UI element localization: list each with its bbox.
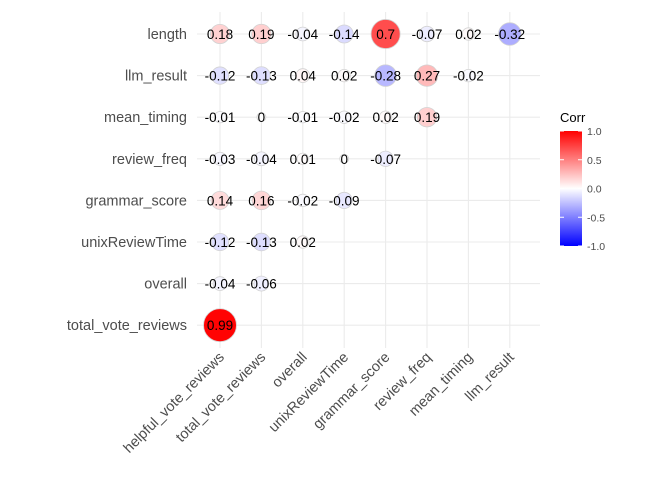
corr-value-label: -0.04 xyxy=(205,277,236,292)
corr-value-label: -0.13 xyxy=(246,69,277,84)
legend-tick-label: 0.0 xyxy=(587,184,602,196)
correlation-cells: 0.18 0.19 -0.04 -0.14 0.7 -0.07 0.02 -0.32 -0.12… xyxy=(203,19,525,343)
corr-value-label: 0.16 xyxy=(248,193,274,208)
corr-value-label: -0.06 xyxy=(246,277,277,292)
corr-circle xyxy=(295,26,311,42)
corr-circle xyxy=(252,232,271,252)
corr-value-label: 0.19 xyxy=(414,110,440,125)
y-tick-label: unixReviewTime xyxy=(81,235,187,251)
corr-circle xyxy=(256,112,267,123)
corr-value-label: 0 xyxy=(340,152,348,167)
corr-value-label: -0.32 xyxy=(494,27,525,42)
legend-title: Corr xyxy=(560,110,586,125)
corr-circle xyxy=(416,107,438,128)
corr-circle xyxy=(295,68,311,83)
corr-circle xyxy=(461,69,475,83)
corr-value-label: 0.02 xyxy=(372,110,398,125)
corr-circle xyxy=(252,66,271,85)
corr-circle xyxy=(296,152,309,165)
legend: Corr 1.0 0.5 0.0 -0.5 -1.0 xyxy=(560,110,605,253)
corr-circle xyxy=(335,191,353,209)
corr-circle xyxy=(213,151,227,166)
y-tick-label: length xyxy=(147,27,187,43)
corr-value-label: 0.14 xyxy=(207,193,234,208)
corr-value-label: -0.02 xyxy=(453,69,484,84)
corr-value-label: 0 xyxy=(258,110,266,125)
corr-circle xyxy=(339,153,350,164)
corr-circle xyxy=(254,151,269,167)
corr-circle xyxy=(212,276,228,291)
corr-circle xyxy=(296,235,310,249)
corr-value-label: -0.02 xyxy=(287,193,318,208)
corr-circle xyxy=(337,69,351,83)
corr-value-label: 0.7 xyxy=(376,27,395,42)
y-tick-label: llm_result xyxy=(125,69,187,85)
corr-value-label: 0.04 xyxy=(290,69,317,84)
corr-circle xyxy=(334,24,354,44)
y-tick-label: overall xyxy=(144,277,187,293)
corr-value-label: -0.04 xyxy=(287,27,318,42)
corr-value-label: 0.19 xyxy=(248,27,274,42)
corr-circle xyxy=(374,64,397,87)
corr-circle xyxy=(210,66,230,85)
y-tick-label: review_freq xyxy=(112,152,187,168)
corr-circle xyxy=(203,308,237,343)
corr-circle xyxy=(210,232,230,252)
corr-circle xyxy=(210,191,230,210)
corr-value-label: 0.02 xyxy=(290,235,316,250)
legend-ticks: 1.0 0.5 0.0 -0.5 -1.0 xyxy=(560,126,605,253)
corr-value-label: -0.07 xyxy=(370,152,401,167)
y-axis-labels: length llm_result mean_timing review_freqgr… xyxy=(67,27,187,334)
legend-tick-label: 0.5 xyxy=(587,155,602,167)
corr-circle xyxy=(296,111,309,124)
y-tick-label: total_vote_reviews xyxy=(67,318,187,334)
corr-value-label: -0.02 xyxy=(329,110,360,125)
legend-tick-label: 1.0 xyxy=(587,126,602,138)
corr-value-label: -0.07 xyxy=(412,27,443,42)
y-tick-label: mean_timing xyxy=(104,110,187,126)
corr-circle xyxy=(337,110,351,124)
corr-value-label: 0.01 xyxy=(290,152,316,167)
corr-value-label: -0.13 xyxy=(246,235,277,250)
corr-value-label: 0.02 xyxy=(331,69,357,84)
y-tick-label: grammar_score xyxy=(85,193,187,209)
corr-circle xyxy=(210,24,230,44)
corr-value-label: -0.14 xyxy=(329,27,360,42)
grid-lines xyxy=(197,12,540,348)
corr-circle xyxy=(251,190,272,211)
corr-value-label: -0.12 xyxy=(205,69,236,84)
corr-circle xyxy=(461,27,475,41)
corr-circle xyxy=(296,193,310,207)
corr-value-label: 0.02 xyxy=(455,27,481,42)
corr-value-label: -0.12 xyxy=(205,235,236,250)
corr-circle xyxy=(377,150,394,167)
corr-value-label: -0.03 xyxy=(205,152,236,167)
corr-value-label: -0.09 xyxy=(329,193,360,208)
corr-circle xyxy=(370,19,401,49)
corr-value-label: -0.04 xyxy=(246,152,277,167)
corr-value-label: 0.27 xyxy=(414,69,440,84)
legend-tick-label: -0.5 xyxy=(587,212,605,224)
legend-tick-label: -1.0 xyxy=(587,241,605,253)
legend-colorbar xyxy=(560,131,582,246)
corr-circle xyxy=(251,23,272,45)
corr-value-label: 0.18 xyxy=(207,27,233,42)
corr-value-label: -0.01 xyxy=(287,110,318,125)
corr-value-label: -0.28 xyxy=(370,69,401,84)
corr-circle xyxy=(378,110,393,124)
corr-circle xyxy=(213,111,227,124)
corr-circle xyxy=(418,25,436,43)
corr-circle xyxy=(253,275,270,292)
corr-circle xyxy=(415,64,439,87)
corr-circle xyxy=(498,22,522,46)
corr-value-label: 0.99 xyxy=(207,318,233,333)
corr-value-label: -0.01 xyxy=(205,110,236,125)
